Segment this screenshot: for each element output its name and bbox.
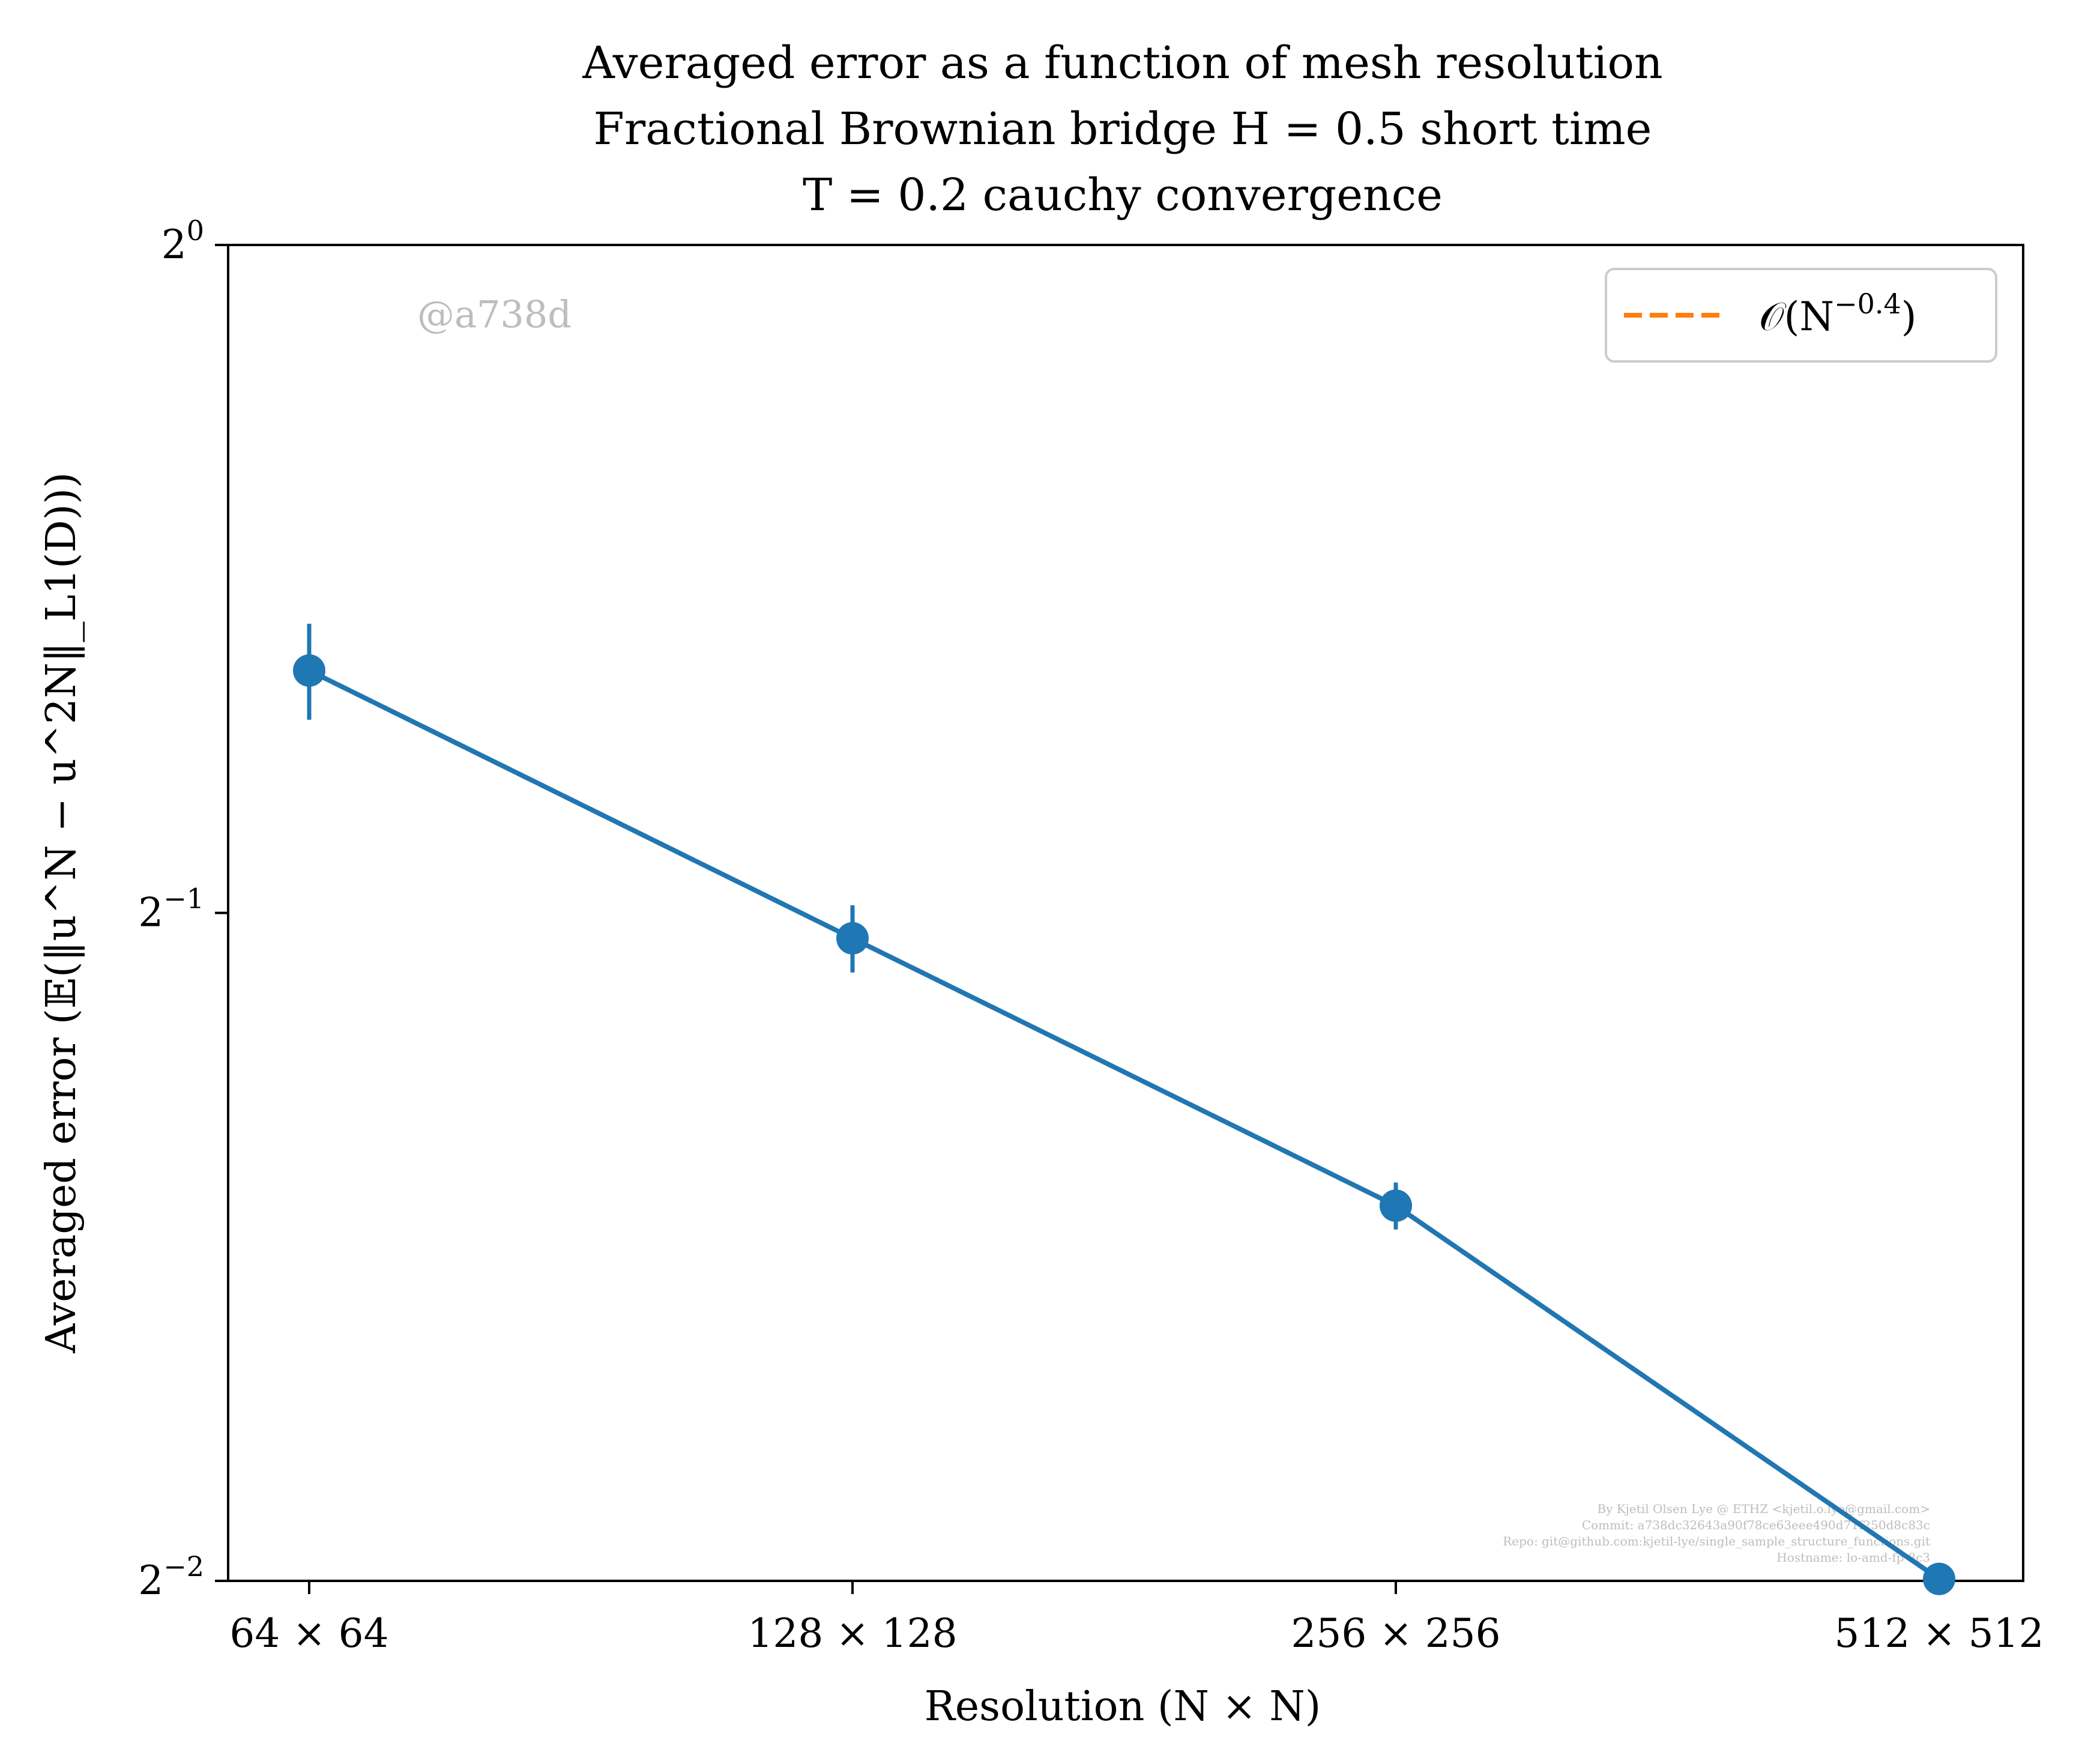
x-axis-label: Resolution (N × N): [925, 1683, 1321, 1730]
legend: 𝒪(N−0.4): [1605, 268, 1997, 363]
chart-title: Averaged error as a function of mesh res…: [582, 37, 1662, 221]
data-point: [836, 922, 869, 955]
legend-box: [1605, 268, 1997, 363]
title-line-2: Fractional Brownian bridge H = 0.5 short…: [594, 103, 1652, 155]
credit-line-3: Repo: git@github.com:kjetil-lye/single_s…: [1503, 1534, 1930, 1548]
y-axis-label: Averaged error (𝔼(‖u^N − u^2N‖_L1(D))): [38, 472, 85, 1353]
x-axis: 64 × 64 128 × 128 256 × 256 512 × 512: [229, 1581, 2044, 1657]
x-tick-label: 512 × 512: [1834, 1610, 2044, 1657]
credit-line-2: Commit: a738dc32643a90f78ce63eee490d71f2…: [1582, 1518, 1930, 1532]
title-line-3: T = 0.2 cauchy convergence: [803, 169, 1443, 221]
data-point: [293, 654, 325, 687]
legend-entry-label: 𝒪(N−0.4): [1759, 288, 1917, 340]
series-line-fit: [308, 668, 1941, 1581]
credits-block: By Kjetil Olsen Lye @ ETHZ <kjetil.o.lye…: [1503, 1502, 1930, 1565]
y-tick-label: 2−1: [138, 883, 204, 936]
y-tick-label: 2−2: [138, 1550, 204, 1604]
y-tick-label: 20: [161, 214, 204, 268]
y-axis: 20 2−1 2−2: [138, 214, 228, 1604]
x-tick-label: 128 × 128: [747, 1610, 957, 1657]
series-line-error: [308, 668, 1941, 1581]
x-tick-label: 64 × 64: [229, 1610, 388, 1657]
series-layer: [293, 623, 1955, 1595]
credit-line-1: By Kjetil Olsen Lye @ ETHZ <kjetil.o.lye…: [1597, 1502, 1930, 1516]
data-point: [1380, 1189, 1412, 1222]
data-point: [1923, 1562, 1955, 1595]
x-tick-label: 256 × 256: [1291, 1610, 1500, 1657]
plot-frame: [227, 244, 2024, 1582]
title-line-1: Averaged error as a function of mesh res…: [582, 37, 1662, 89]
watermark: @a738d: [417, 292, 572, 336]
